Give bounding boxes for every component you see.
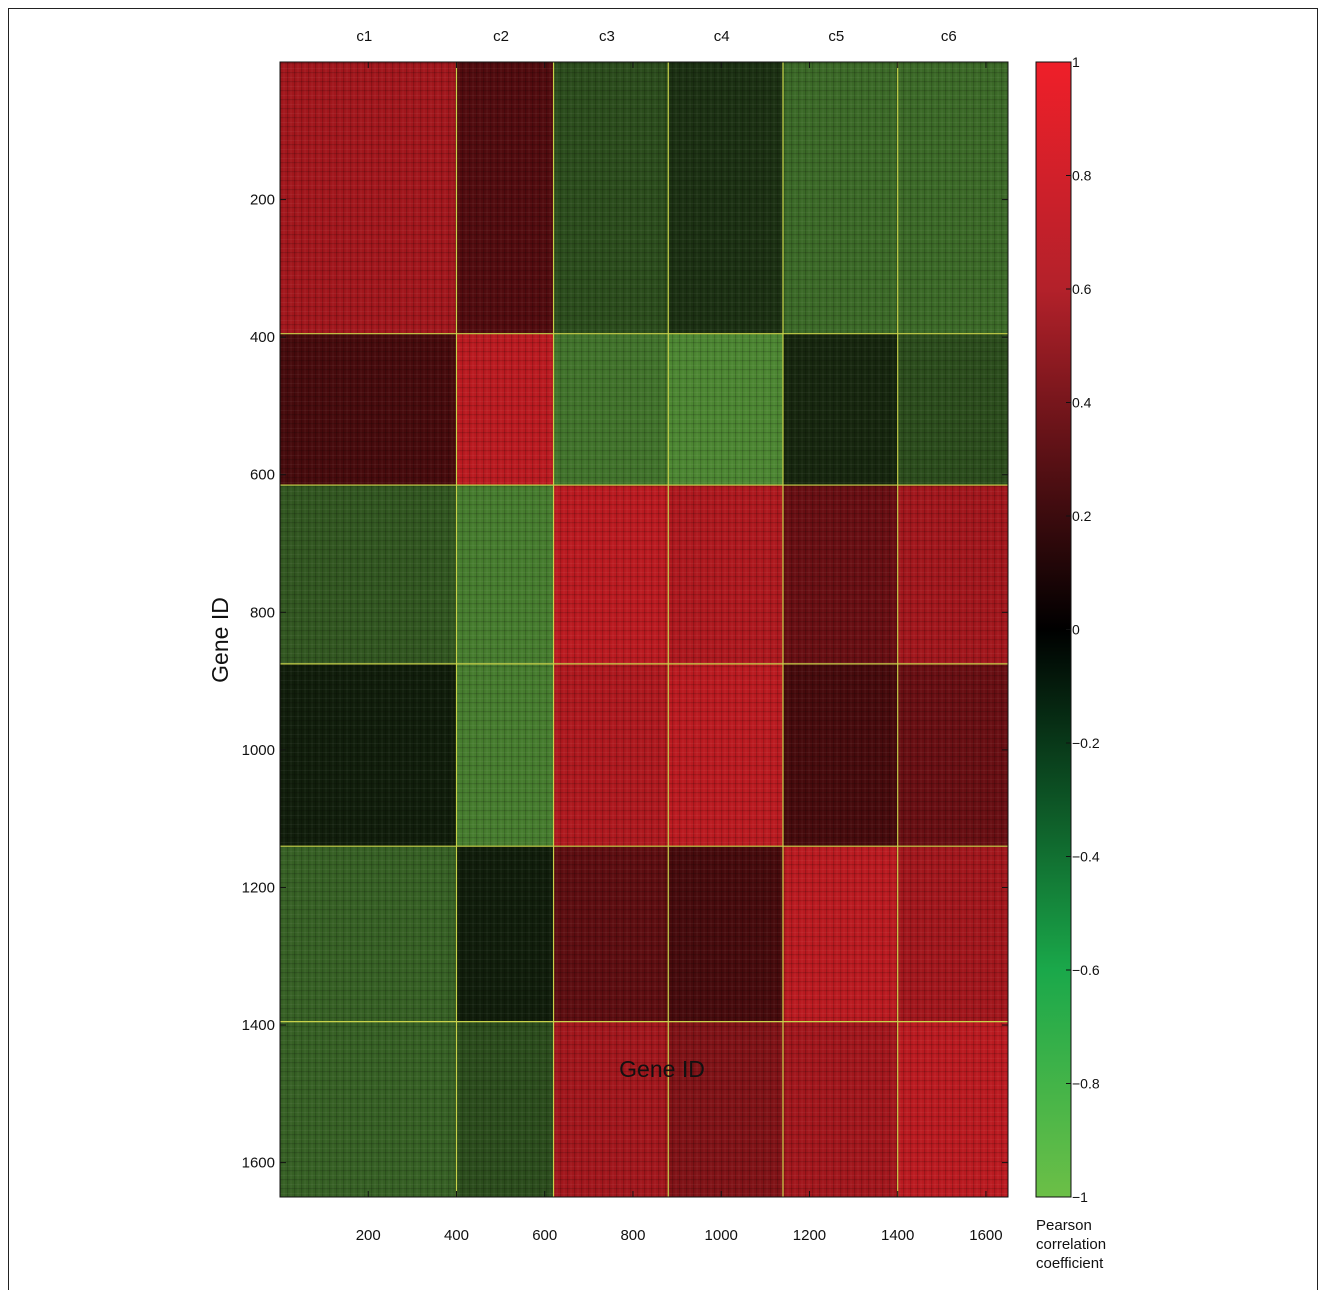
cluster-label: c4: [714, 28, 730, 45]
x-tick-label: 1200: [793, 1227, 826, 1244]
x-tick-label: 600: [532, 1227, 557, 1244]
y-tick-label: 400: [250, 329, 275, 346]
x-tick-label: 800: [620, 1227, 645, 1244]
cluster-label: c5: [828, 28, 844, 45]
colorbar-tick-label: 0.8: [1072, 168, 1092, 184]
x-axis-ticks: 200 400 600 800 1000 1200 1400 1600: [356, 62, 1003, 1244]
y-tick-label: 1200: [242, 879, 275, 896]
cluster-label: c3: [599, 28, 615, 45]
colorbar-tick-label: 0.6: [1072, 281, 1092, 297]
colorbar-tick-label: 0.4: [1072, 395, 1092, 411]
colorbar-tick-label: 0.2: [1072, 508, 1092, 524]
y-axis-label: Gene ID: [207, 597, 233, 683]
figure-frame: [8, 8, 1318, 1290]
x-tick-label: 400: [444, 1227, 469, 1244]
x-tick-label: 200: [356, 1227, 381, 1244]
cluster-label: c2: [493, 28, 509, 45]
y-tick-label: 600: [250, 467, 275, 484]
colorbar-tick-label: −1: [1072, 1189, 1088, 1205]
colorbar-ticks: 1 0.8 0.6 0.4 0.2 0 −0.2 −0.4 −0.6 −0.8 −1: [1066, 54, 1100, 1205]
colorbar-tick-label: −0.4: [1072, 849, 1100, 865]
colorbar-tick-label: −0.2: [1072, 735, 1100, 751]
y-tick-label: 1600: [242, 1155, 275, 1172]
colorbar: [1035, 61, 1072, 1198]
cluster-boundary-lines: [280, 62, 1008, 1197]
y-tick-label: 1000: [242, 742, 275, 759]
colorbar-tick-label: −0.6: [1072, 962, 1100, 978]
cluster-labels: c1 c2 c3 c4 c5 c6: [356, 28, 956, 45]
y-axis-ticks: 200 400 600 800 1000 1200 1400 1600: [242, 192, 1008, 1172]
colorbar-tick-label: 1: [1072, 54, 1080, 70]
heatmap-texture-horizontal: [280, 62, 1008, 1197]
colorbar-tick-label: −0.8: [1072, 1076, 1100, 1092]
y-tick-label: 1400: [242, 1017, 275, 1034]
colorbar-label-line: Pearson: [1036, 1217, 1092, 1234]
colorbar-tick-label: 0: [1072, 622, 1080, 638]
plot-border: [279, 61, 1009, 1198]
colorbar-label-line: correlation: [1036, 1236, 1106, 1253]
x-axis-label: Gene ID: [619, 1056, 705, 1082]
colorbar-label-line: coefficient: [1036, 1255, 1104, 1272]
x-tick-label: 1600: [969, 1227, 1002, 1244]
x-tick-label: 1400: [881, 1227, 914, 1244]
y-tick-label: 800: [250, 604, 275, 621]
cluster-label: c6: [941, 28, 957, 45]
colorbar-label: Pearson correlation coefficient: [1036, 1217, 1106, 1272]
x-tick-label: 1000: [705, 1227, 738, 1244]
y-tick-label: 200: [250, 192, 275, 209]
cluster-label: c1: [356, 28, 372, 45]
